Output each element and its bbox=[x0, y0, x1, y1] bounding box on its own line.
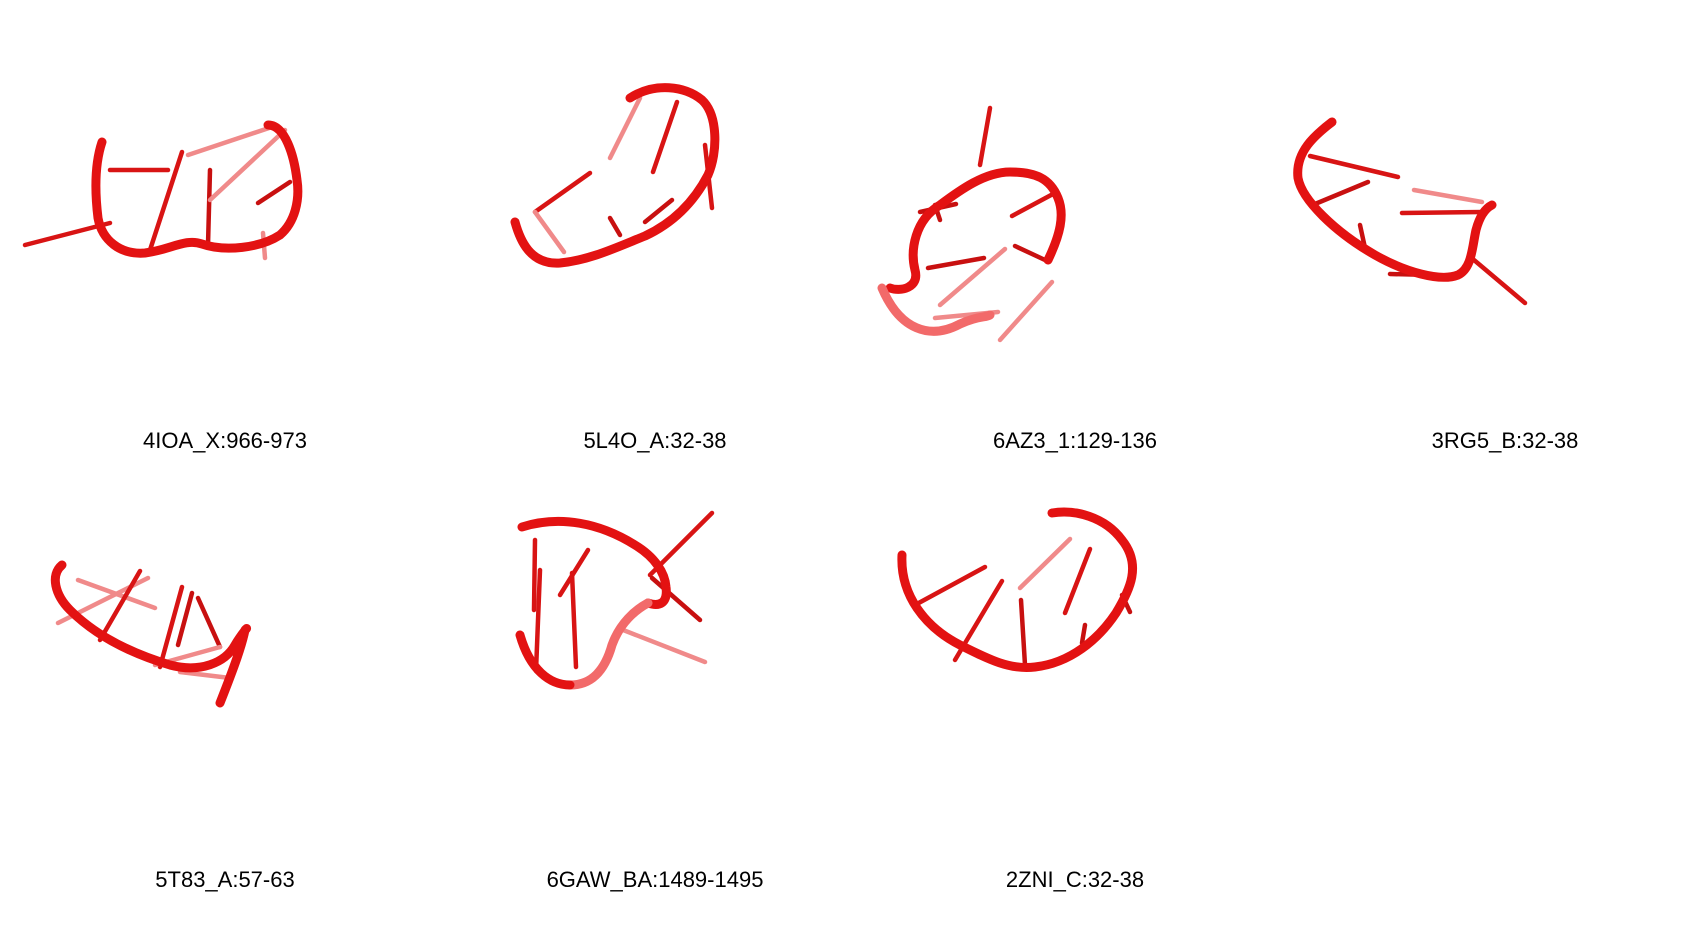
rna-loop-render bbox=[50, 560, 252, 708]
rna-loop-render bbox=[515, 510, 715, 690]
structure-label: 6AZ3_1:129-136 bbox=[993, 428, 1157, 453]
structure-label: 2ZNI_C:32-38 bbox=[1005, 867, 1145, 892]
structure-label: 5L4O_A:32-38 bbox=[583, 428, 727, 453]
structure-panel-1: 4IOA_X:966-973 bbox=[10, 60, 440, 460]
structure-panel-5: 5T83_A:57-63 bbox=[10, 495, 440, 895]
structure-panel-3: 6AZ3_1:129-136 bbox=[860, 60, 1290, 460]
rna-loop-render bbox=[897, 507, 1138, 673]
structure-panel-7: 2ZNI_C:32-38 bbox=[860, 495, 1290, 895]
structure-label: 6GAW_BA:1489-1495 bbox=[546, 867, 764, 892]
structure-panel-6: 6GAW_BA:1489-1495 bbox=[440, 495, 870, 895]
rna-loop-render bbox=[22, 120, 303, 261]
rna-loop-render bbox=[877, 105, 1066, 343]
rna-loop-render bbox=[510, 83, 720, 268]
structure-label: 4IOA_X:966-973 bbox=[143, 428, 307, 453]
structure-label: 3RG5_B:32-38 bbox=[1431, 428, 1579, 453]
structure-panel-4: 3RG5_B:32-38 bbox=[1290, 60, 1700, 460]
structure-label: 5T83_A:57-63 bbox=[155, 867, 295, 892]
structure-panel-2: 5L4O_A:32-38 bbox=[440, 60, 870, 460]
rna-loop-render bbox=[1293, 117, 1528, 306]
